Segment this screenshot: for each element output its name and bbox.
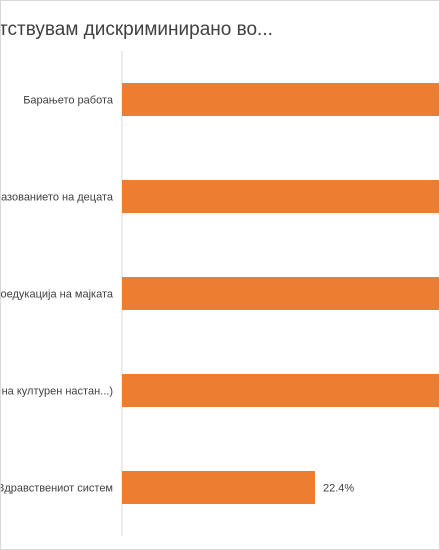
data-label: 22.4% [323, 483, 354, 495]
category-label: , на културен настан...) [1, 386, 113, 398]
bar [122, 374, 439, 407]
bar [122, 83, 439, 116]
chart-title: тствувам дискриминирано во... [0, 19, 273, 40]
bar [122, 277, 439, 310]
category-label: Здравствениот систем [1, 483, 113, 495]
category-label: азованието на децата [1, 192, 114, 204]
category-label: оедукација на мајката [1, 289, 114, 301]
bar [122, 471, 315, 504]
bar [122, 180, 439, 213]
category-label: Барањето работа [23, 95, 114, 107]
